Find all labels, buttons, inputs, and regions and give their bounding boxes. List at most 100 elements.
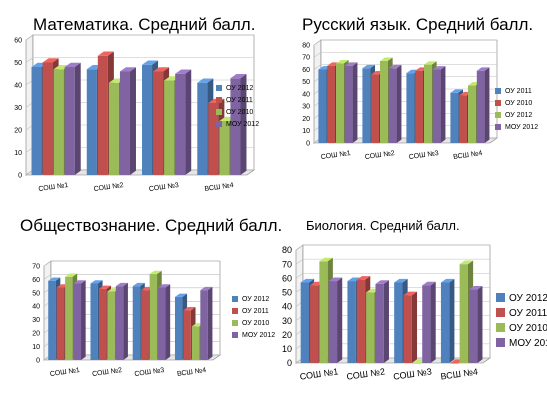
bar-top xyxy=(459,260,474,265)
bar-side xyxy=(207,286,213,360)
bar-top xyxy=(440,278,455,283)
bar-front xyxy=(149,274,158,360)
x-tick-label: СОШ №2 xyxy=(346,366,386,381)
bar-front xyxy=(388,68,397,143)
gridline xyxy=(313,64,497,70)
bar-front xyxy=(73,283,82,360)
bar-side xyxy=(383,280,389,363)
bar xyxy=(119,67,136,175)
bar-front xyxy=(432,69,441,143)
y-tick-label: 30 xyxy=(282,316,292,326)
chart-title-biology: Биология. Средний балл. xyxy=(306,218,460,233)
y-tick-label: 40 xyxy=(32,304,40,311)
y-tick-label: 40 xyxy=(302,91,310,98)
bar-top xyxy=(300,278,315,283)
bar-front xyxy=(318,69,327,143)
bar-front xyxy=(468,85,476,143)
bar-front xyxy=(450,363,459,364)
x-tick-label: ВСШ №4 xyxy=(177,367,207,378)
y-tick-label: 60 xyxy=(14,37,22,44)
x-tick-label: СОШ №3 xyxy=(149,182,180,193)
bar-top xyxy=(197,78,214,83)
y-tick-label: 50 xyxy=(14,60,22,67)
chart-title-russian: Русский язык. Средний балл. xyxy=(302,15,534,34)
bar-front xyxy=(319,261,328,363)
bar-front xyxy=(300,282,310,363)
bar-top xyxy=(424,61,437,65)
bar-front xyxy=(219,121,230,175)
bar-top xyxy=(90,280,103,284)
x-tick-label: СОШ №3 xyxy=(134,367,165,378)
bar-front xyxy=(394,282,403,363)
bar-front xyxy=(375,283,384,363)
bar-top xyxy=(153,67,170,72)
bar xyxy=(403,291,418,363)
legend-label: МОУ 2012 xyxy=(509,338,547,349)
bar-top xyxy=(362,64,376,69)
bar xyxy=(388,64,402,143)
bar-front xyxy=(459,95,467,143)
bar-front xyxy=(440,282,450,363)
legend-swatch xyxy=(495,88,501,94)
y-tick-label: 30 xyxy=(32,317,40,324)
x-tick-label: СОШ №1 xyxy=(299,366,339,381)
legend-label: ОУ 2011 xyxy=(226,97,253,104)
bar-top xyxy=(97,51,114,56)
bar-top xyxy=(119,67,136,72)
bar-front xyxy=(115,286,124,360)
bar-top xyxy=(175,69,192,74)
y-tick-label: 0 xyxy=(18,172,22,179)
bar-side xyxy=(449,278,455,363)
legend-label: МОУ 2012 xyxy=(226,121,259,128)
legend-swatch xyxy=(496,338,505,347)
bar xyxy=(73,280,86,360)
bar-front xyxy=(107,291,115,360)
legend-label: ОУ 2010 xyxy=(509,323,547,334)
x-tick-label: СОШ №3 xyxy=(408,150,439,161)
bar-front xyxy=(191,326,200,360)
bar-front xyxy=(90,283,98,360)
y-tick-label: 20 xyxy=(32,331,40,338)
bar-front xyxy=(328,281,338,363)
bar-front xyxy=(65,276,73,360)
bar-front xyxy=(174,296,183,360)
y-tick-label: 20 xyxy=(282,330,292,340)
bar-front xyxy=(183,310,191,360)
bar-front xyxy=(158,287,166,360)
bar-front xyxy=(476,70,485,143)
bar-top xyxy=(73,280,86,284)
y-tick-label: 60 xyxy=(302,67,310,74)
legend-swatch xyxy=(495,100,501,106)
bar-side xyxy=(74,62,81,175)
y-tick-label: 50 xyxy=(282,288,292,298)
chart-title-social: Обществознание. Средний балл. xyxy=(20,216,283,235)
bar-top xyxy=(403,291,418,296)
chart-title-math: Математика. Средний балл. xyxy=(33,15,256,34)
legend-label: ОУ 2011 xyxy=(505,88,532,95)
legend-swatch xyxy=(216,97,222,103)
y-tick-label: 30 xyxy=(14,105,22,112)
bar-top xyxy=(380,57,393,61)
bar xyxy=(175,69,192,175)
bar-front xyxy=(197,82,208,175)
x-tick-label: СОШ №2 xyxy=(93,182,124,193)
bar-side xyxy=(477,285,483,363)
bar-front xyxy=(108,82,119,175)
bar-top xyxy=(347,277,361,282)
gridline xyxy=(43,274,220,280)
bar-front xyxy=(208,103,219,175)
bar-front xyxy=(53,69,64,175)
bar-side xyxy=(396,64,402,143)
bar-front xyxy=(366,292,375,363)
bar-top xyxy=(53,65,70,70)
legend-label: ОУ 2012 xyxy=(242,296,269,303)
bar-top xyxy=(422,281,436,286)
y-tick-label: 10 xyxy=(282,344,292,354)
y-tick-label: 80 xyxy=(302,42,310,49)
y-tick-label: 20 xyxy=(14,127,22,134)
bar-front xyxy=(132,286,141,360)
bar-top xyxy=(230,74,247,79)
x-tick-label: СОШ №1 xyxy=(38,182,69,193)
bar-front xyxy=(164,80,175,175)
